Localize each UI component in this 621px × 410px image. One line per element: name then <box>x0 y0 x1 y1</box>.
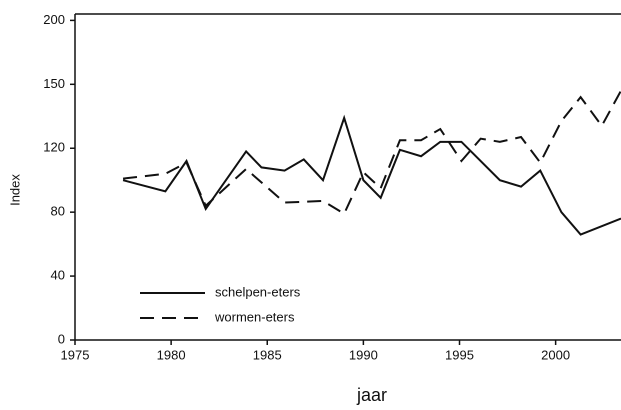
y-tick-label: 120 <box>43 140 65 155</box>
x-tick-label: 1995 <box>445 347 474 362</box>
y-tick-label: 150 <box>43 76 65 91</box>
y-tick-label: 80 <box>51 204 65 219</box>
x-tick-label: 1980 <box>157 347 186 362</box>
y-tick-label: 200 <box>43 12 65 27</box>
x-tick-label: 1990 <box>349 347 378 362</box>
y-tick-label: 0 <box>58 331 65 346</box>
legend-label: wormen-eters <box>214 309 295 324</box>
x-tick-label: 2000 <box>541 347 570 362</box>
x-tick-label: 1985 <box>253 347 282 362</box>
y-tick-label: 40 <box>51 268 65 283</box>
legend-label: schelpen-eters <box>215 284 301 299</box>
x-tick-label: 1975 <box>61 347 90 362</box>
x-axis-label: jaar <box>356 385 387 405</box>
series-line <box>122 90 621 216</box>
y-axis-label: Index <box>7 174 22 206</box>
series-line <box>122 114 621 236</box>
